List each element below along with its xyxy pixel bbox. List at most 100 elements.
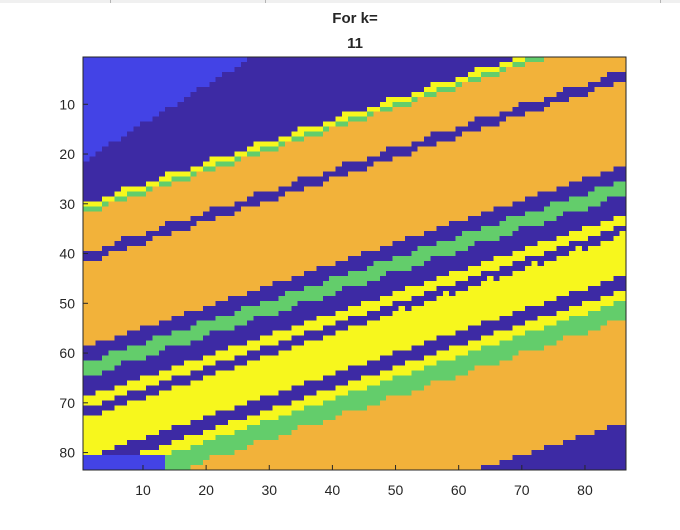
heatmap-cell bbox=[83, 191, 115, 197]
strip-tick bbox=[660, 0, 661, 3]
heatmap-cell bbox=[600, 76, 627, 83]
heatmap-cell bbox=[272, 280, 324, 287]
heatmap-cell bbox=[196, 86, 425, 93]
heatmap-cell bbox=[95, 340, 147, 347]
heatmap-cell bbox=[234, 161, 343, 167]
heatmap-cell bbox=[83, 186, 122, 192]
heatmap-cell bbox=[101, 355, 147, 361]
heatmap-cell bbox=[468, 216, 507, 222]
heatmap-cell bbox=[316, 265, 368, 272]
heatmap-cell bbox=[83, 435, 147, 441]
heatmap-cell bbox=[512, 106, 545, 113]
heatmap-cell bbox=[348, 315, 381, 322]
heatmap-cell bbox=[348, 270, 387, 277]
heatmap-cell bbox=[101, 146, 248, 152]
heatmap-cell bbox=[127, 345, 166, 351]
heatmap-cell bbox=[367, 116, 475, 123]
heatmap-cell bbox=[83, 285, 261, 292]
heatmap-cell bbox=[379, 355, 425, 361]
heatmap-cell bbox=[417, 96, 545, 103]
heatmap-cell bbox=[253, 440, 564, 446]
heatmap-cell bbox=[341, 161, 374, 167]
heatmap-cell bbox=[537, 191, 589, 197]
heatmap-cell bbox=[594, 186, 627, 192]
heatmap-cell bbox=[83, 315, 172, 322]
heatmap-cell bbox=[171, 315, 216, 322]
heatmap-cell bbox=[202, 335, 261, 342]
heatmap-cell bbox=[196, 320, 248, 327]
heatmap-cell bbox=[303, 285, 343, 292]
heatmap-cell bbox=[285, 290, 336, 297]
heatmap-cell bbox=[303, 405, 368, 411]
heatmap-cell bbox=[215, 216, 469, 222]
heatmap-cell bbox=[423, 365, 475, 371]
heatmap-cell bbox=[392, 375, 456, 381]
heatmap-cell bbox=[108, 350, 160, 356]
heatmap-cell bbox=[127, 131, 292, 138]
heatmap-cell bbox=[379, 400, 627, 406]
heatmap-cell bbox=[543, 206, 589, 212]
heatmap-cell bbox=[316, 315, 349, 322]
heatmap-cell bbox=[202, 375, 324, 381]
heatmap-cell bbox=[158, 181, 172, 187]
heatmap-cell bbox=[594, 430, 627, 436]
heatmap-cell bbox=[234, 450, 532, 456]
heatmap-cell bbox=[474, 116, 507, 123]
heatmap-cell bbox=[455, 126, 482, 133]
heatmap-cell bbox=[234, 325, 292, 332]
heatmap-cell bbox=[83, 305, 204, 312]
heatmap-cell bbox=[430, 131, 463, 138]
heatmap-cell bbox=[556, 216, 614, 222]
heatmap-cell bbox=[303, 330, 336, 337]
heatmap-cell bbox=[158, 430, 204, 436]
heatmap-cell bbox=[202, 161, 216, 167]
heatmap-cell bbox=[127, 191, 147, 197]
heatmap-cell bbox=[512, 335, 564, 342]
heatmap-cell bbox=[392, 365, 425, 371]
heatmap-cell bbox=[594, 86, 627, 93]
heatmap-cell bbox=[569, 315, 627, 322]
heatmap-cell bbox=[613, 275, 627, 282]
heatmap-cell bbox=[436, 275, 469, 282]
heatmap-cell bbox=[247, 290, 286, 297]
heatmap-cell bbox=[228, 420, 261, 426]
heatmap-cell bbox=[291, 181, 324, 187]
heatmap-cell bbox=[83, 390, 97, 396]
heatmap-cell bbox=[202, 430, 235, 436]
heatmap-cell bbox=[101, 206, 210, 212]
heatmap-cell bbox=[423, 280, 456, 287]
y-tick-label: 60 bbox=[59, 345, 75, 361]
heatmap-cell bbox=[209, 81, 431, 88]
heatmap-cell bbox=[405, 360, 437, 366]
heatmap-cell bbox=[455, 330, 494, 337]
heatmap-cell bbox=[190, 226, 437, 232]
heatmap-cell bbox=[386, 395, 627, 401]
heatmap-cell bbox=[411, 295, 437, 302]
heatmap-cell bbox=[524, 211, 564, 217]
heatmap-cell bbox=[247, 445, 545, 451]
heatmap-cell bbox=[499, 61, 513, 68]
heatmap-cell bbox=[247, 360, 368, 366]
heatmap-cell bbox=[335, 320, 368, 327]
heatmap-cell bbox=[259, 300, 299, 307]
heatmap-cell bbox=[291, 325, 324, 332]
heatmap-cell bbox=[158, 445, 191, 451]
heatmap-cell bbox=[613, 181, 627, 187]
heatmap-cell bbox=[480, 280, 602, 287]
heatmap-cell bbox=[83, 57, 248, 63]
heatmap-cell bbox=[83, 400, 103, 406]
heatmap-cell bbox=[480, 320, 526, 327]
heatmap-cell bbox=[158, 176, 172, 182]
heatmap-cell bbox=[512, 251, 545, 257]
heatmap-cell bbox=[348, 305, 381, 312]
heatmap-cell bbox=[468, 350, 520, 356]
heatmap-cell bbox=[322, 171, 349, 177]
heatmap-cell bbox=[392, 241, 437, 247]
heatmap-cell bbox=[480, 226, 520, 232]
heatmap-cell bbox=[127, 440, 172, 446]
heatmap-cell bbox=[83, 340, 97, 347]
heatmap-cell bbox=[493, 256, 526, 262]
heatmap-cell bbox=[512, 57, 526, 63]
heatmap-cell bbox=[234, 211, 482, 217]
heatmap-cell bbox=[322, 375, 362, 381]
